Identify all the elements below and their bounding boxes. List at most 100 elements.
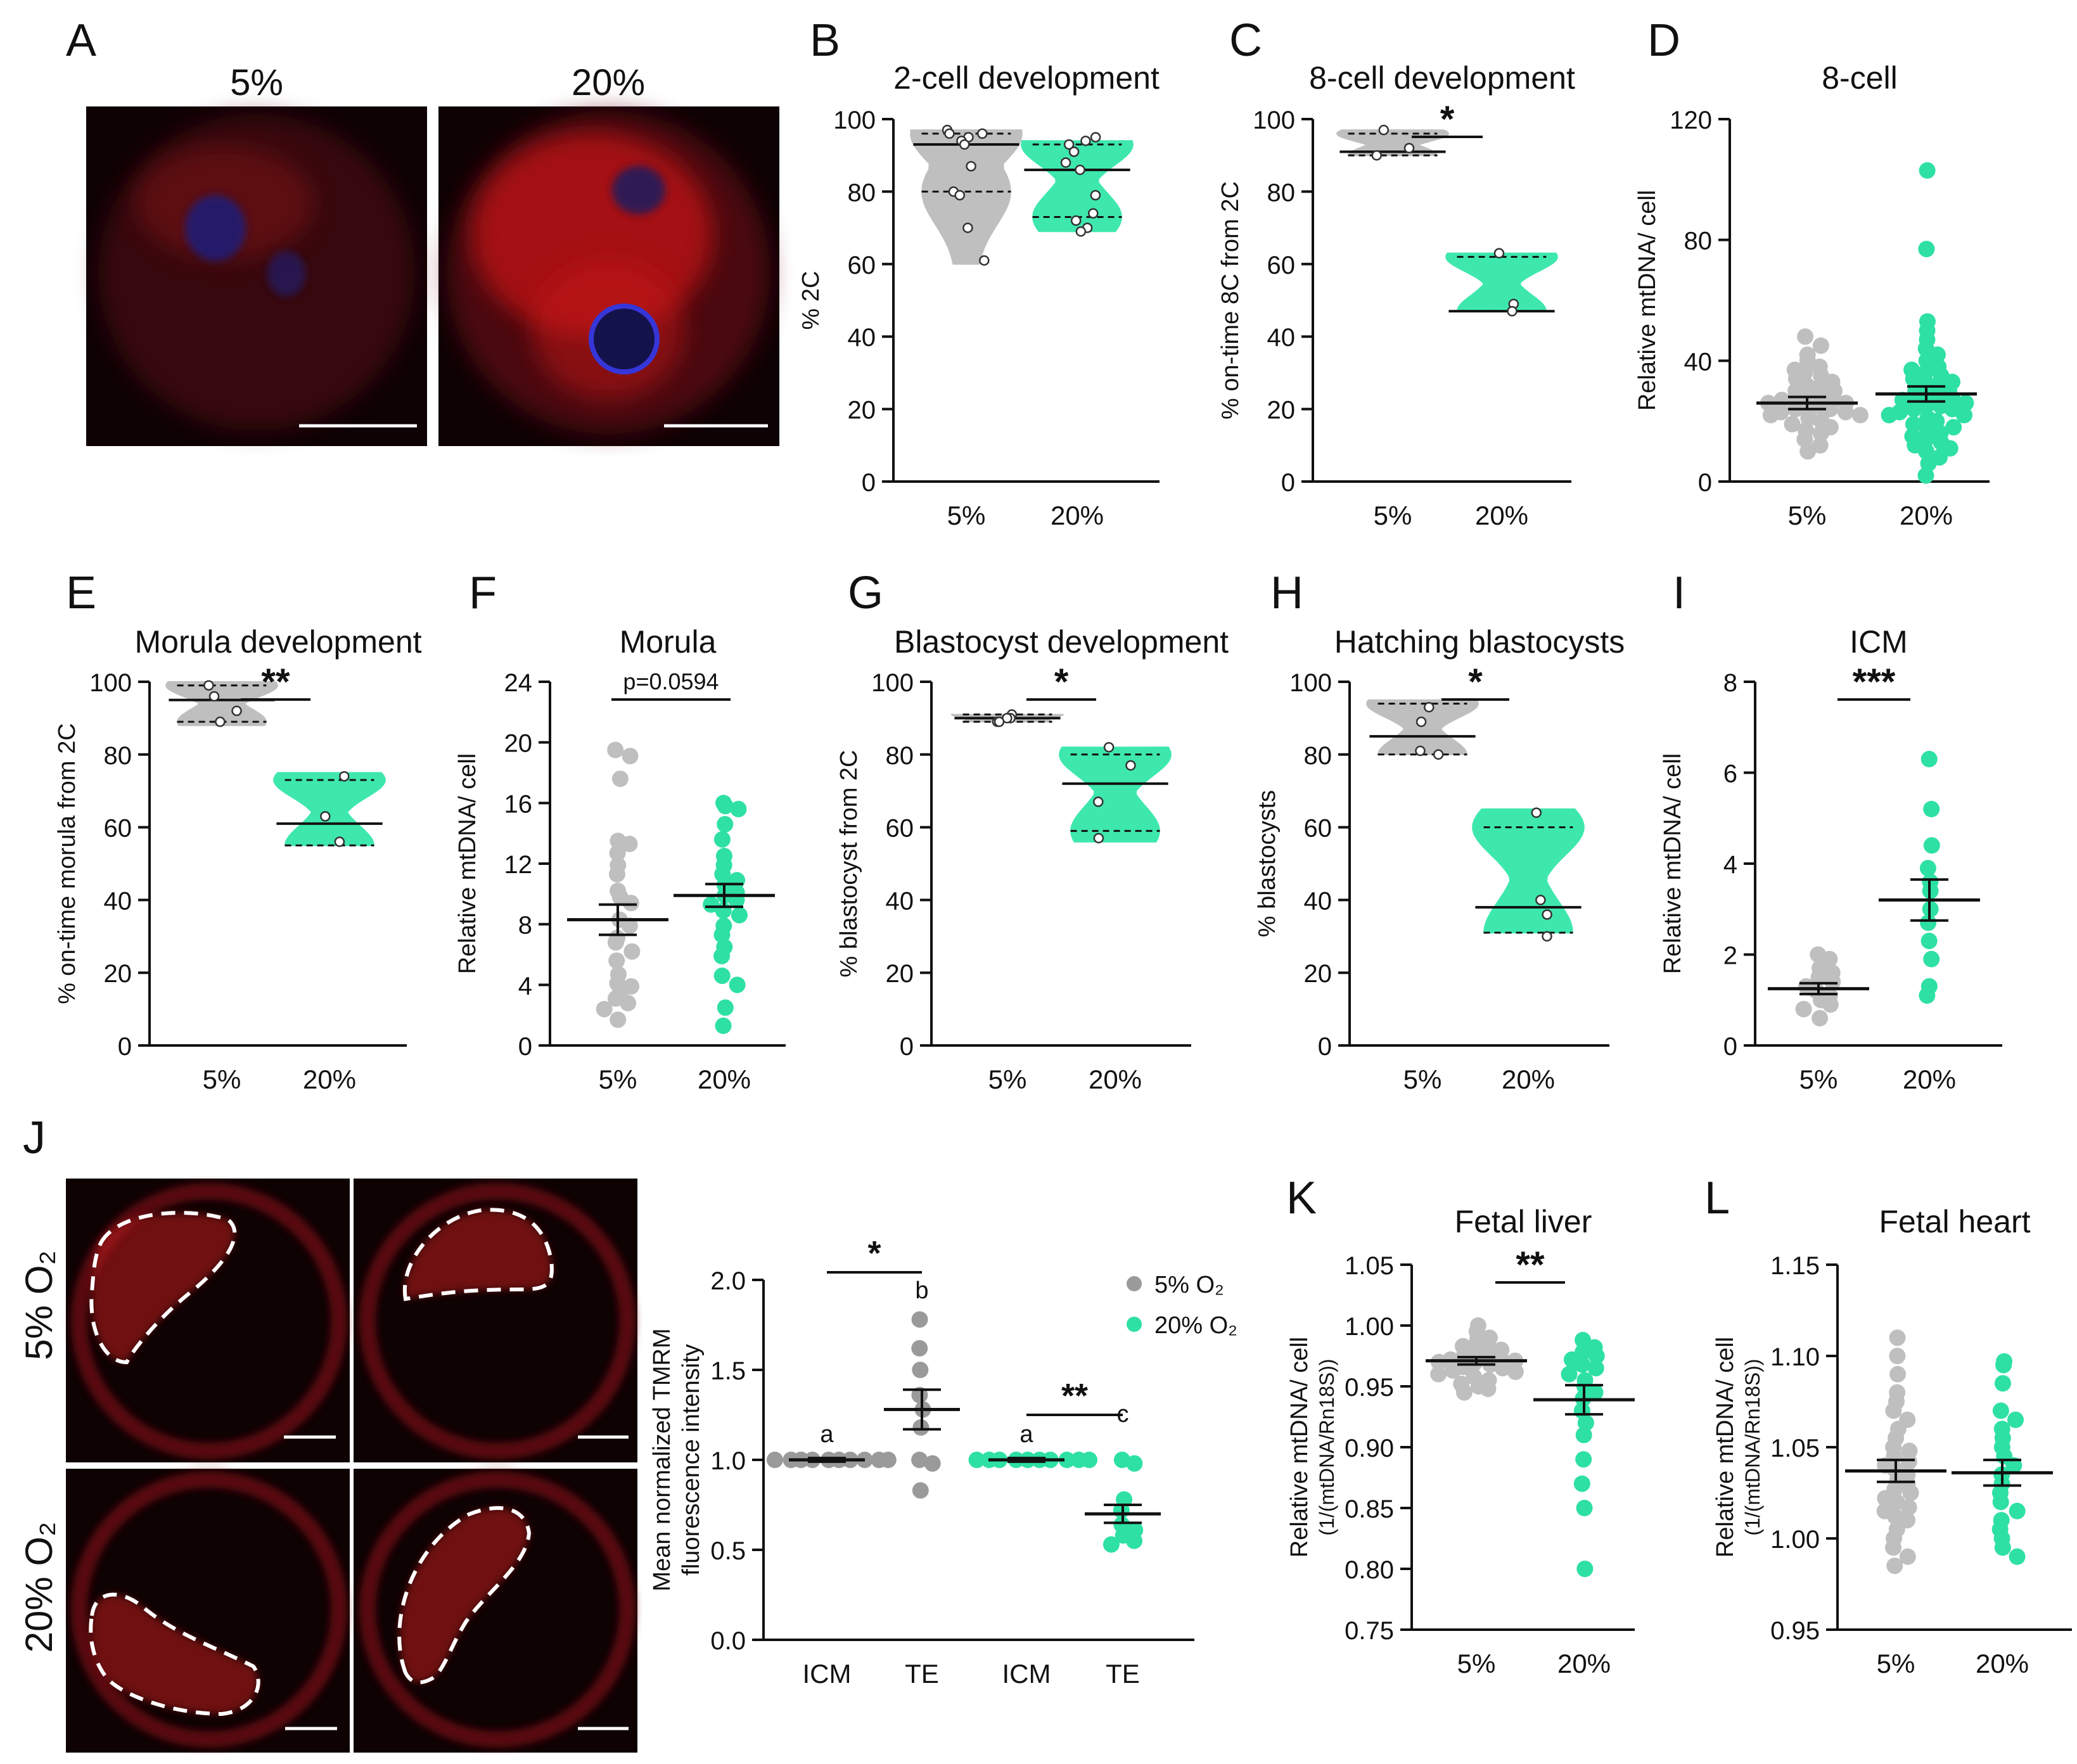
data-point <box>715 1017 732 1034</box>
chart-L: Fetal heart 0.95 1.00 1.05 1.10 1.15 Relative … <box>1712 1204 2072 1678</box>
data-point <box>2009 1502 2026 1519</box>
data-point <box>911 1311 928 1328</box>
data-point <box>1920 750 1938 767</box>
y-axis-label: % on-time 8C from 2C <box>1217 181 1244 419</box>
data-point <box>1812 1009 1829 1026</box>
x-tick-label: 20% <box>1903 1064 1956 1094</box>
y-axis-label: Relative mtDNA/ cell <box>454 753 481 974</box>
panel-letter-D: D <box>1647 15 1680 66</box>
y-tick-label: 120 <box>1670 106 1712 134</box>
y-tick-label: 0.90 <box>1345 1435 1394 1462</box>
y-tick-label: 2 <box>1723 942 1737 970</box>
data-point <box>620 995 637 1012</box>
data-point <box>1810 969 1827 986</box>
data-point <box>2009 1548 2026 1565</box>
panel-letter-C: C <box>1229 15 1262 66</box>
data-point <box>1812 437 1829 454</box>
x-tick-label: 20% <box>303 1064 356 1094</box>
chart-K: Fetal liver 0.75 0.80 0.85 0.90 0.95 1.00 1.05 R… <box>1286 1204 1635 1678</box>
micrograph-j-20-left <box>66 1469 350 1753</box>
data-point <box>608 952 625 969</box>
y-axis-label: Relative mtDNA/ cell <box>1659 753 1686 974</box>
data-point <box>1923 950 1940 968</box>
panel-letter-A: A <box>66 15 96 66</box>
data-point <box>731 907 748 924</box>
x-tick-label: 20% <box>1089 1064 1142 1094</box>
data-point <box>1994 1375 2011 1392</box>
y-axis-label-2: (1/(mtDNA/Rn18S)) <box>1741 1358 1764 1535</box>
data-point <box>1919 860 1936 877</box>
data-point <box>1403 143 1415 154</box>
data-point <box>1507 1363 1524 1380</box>
data-point <box>1090 132 1101 143</box>
y-tick-label: 60 <box>104 815 132 843</box>
x-tick-label: 5% <box>947 501 986 530</box>
data-point <box>1080 1452 1097 1468</box>
y-axis-label: Relative mtDNA/ cell <box>1286 1337 1313 1557</box>
y-tick-label: 60 <box>1304 815 1332 843</box>
data-point <box>713 947 731 964</box>
y-tick-label: 20 <box>1304 960 1332 988</box>
y-axis-label: % 2C <box>798 271 824 330</box>
data-point <box>1424 701 1435 713</box>
data-point <box>1493 248 1505 259</box>
y-axis-label: Mean normalized TMRM fluorescence intensi… <box>649 1328 705 1591</box>
violin-body <box>1472 808 1585 934</box>
data-point <box>994 716 1005 727</box>
y-axis-label-line: fluorescence intensity <box>678 1344 705 1575</box>
data-point <box>1945 419 1962 436</box>
data-point <box>2005 1457 2023 1474</box>
data-point <box>1920 914 1937 931</box>
y-tick-label: 40 <box>1684 348 1713 376</box>
y-axis-label: % blastocysts <box>1254 790 1281 937</box>
group-letter: a <box>820 1421 834 1448</box>
y-tick-label: 1.5 <box>710 1357 746 1385</box>
legend-marker <box>1127 1276 1142 1291</box>
x-tick-label: 5% <box>1799 1064 1838 1094</box>
data-point <box>1588 1348 1605 1364</box>
y-tick-label: 40 <box>1304 887 1332 915</box>
data-point <box>911 1339 928 1357</box>
data-point <box>215 716 226 727</box>
chart-title: 8-cell <box>1822 60 1897 96</box>
data-point <box>1576 1500 1593 1516</box>
data-point <box>1576 1561 1594 1577</box>
data-point <box>231 705 242 717</box>
significance-label: * <box>1054 662 1069 703</box>
data-point <box>608 866 625 883</box>
data-point <box>203 680 214 691</box>
chart-G: Blastocyst development 0 20 40 60 80 100 % blas… <box>836 624 1229 1094</box>
significance-label: ** <box>261 662 290 703</box>
y-tick-label: 40 <box>104 887 132 915</box>
y-tick-label: 100 <box>89 669 132 697</box>
data-point <box>1587 1360 1604 1377</box>
x-tick-label: 5% <box>988 1064 1027 1094</box>
y-tick-label: 1.10 <box>1770 1343 1820 1371</box>
group-letter: c <box>1117 1401 1129 1428</box>
violin-body <box>910 129 1023 265</box>
data-point <box>339 770 350 782</box>
data-point <box>912 1362 929 1378</box>
y-tick-label: 1.15 <box>1770 1252 1820 1280</box>
y-tick-label: 20 <box>104 960 132 988</box>
y-tick-label: 40 <box>886 887 914 915</box>
data-point <box>1542 909 1552 920</box>
data-point <box>1889 1329 1906 1346</box>
data-point <box>1885 1539 1902 1556</box>
data-point <box>1900 1454 1917 1471</box>
data-point <box>1102 1536 1120 1553</box>
data-point <box>610 1011 627 1028</box>
y-tick-label: 1.0 <box>710 1447 746 1475</box>
data-point <box>962 222 973 233</box>
x-tick-label: 20% <box>1475 501 1528 530</box>
x-tick-label: TE <box>905 1659 939 1689</box>
data-point <box>1535 895 1546 905</box>
data-point <box>1822 400 1839 418</box>
y-tick-label: 20 <box>886 960 914 988</box>
chart-I: ICM 0 2 4 6 8 Relative mtDNA/ cell 5% 20% *** <box>1659 624 2002 1094</box>
group-letter: a <box>1019 1421 1033 1448</box>
data-point <box>1090 189 1101 201</box>
y-tick-label: 0.5 <box>710 1537 746 1565</box>
y-tick-label: 0 <box>1723 1033 1737 1061</box>
y-tick-label: 1.00 <box>1345 1313 1394 1341</box>
